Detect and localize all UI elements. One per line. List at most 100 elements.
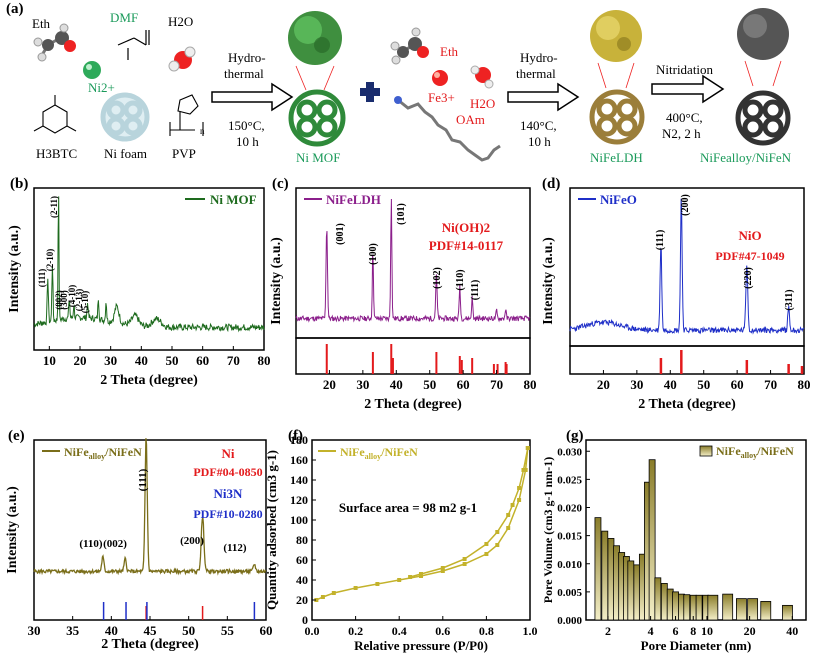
chart-c-xlabel: 2 Theta (degree) (364, 397, 462, 412)
chart-f-point (353, 586, 358, 590)
h3btc-label: H3BTC (36, 146, 78, 161)
chart-f-point (517, 498, 522, 502)
chart-d-peak-label: (111) (655, 230, 666, 251)
arrow2-b2-label: 10 h (528, 134, 551, 149)
chart-e-peak-label: (111) (137, 468, 149, 491)
panel-label-a: (a) (6, 1, 24, 17)
chart-c-peak-label: (101) (396, 203, 407, 225)
chart-d-peak-label: (200) (680, 194, 691, 216)
ethanol-molecule-2-icon (390, 27, 429, 65)
product-crystal-icon (735, 90, 791, 146)
chart-f-point (495, 530, 500, 534)
ni-mof-label: Ni MOF (296, 150, 341, 165)
chart-g-bar (607, 538, 615, 621)
chart-f-ytick-label: 100 (290, 513, 308, 527)
chart-f-xtick-label: 0.8 (479, 624, 494, 638)
chart-f-point (462, 562, 467, 566)
chart-c-xtick-label: 70 (490, 377, 503, 392)
chart-g-ylabel: Pore Volume (cm3 g-1 nm-1) (541, 457, 555, 603)
chart-b-xtick-label: 20 (74, 353, 87, 368)
chart-g-bar (633, 564, 641, 621)
chart-e-ref2: Ni3N (214, 486, 244, 501)
chart-c-xtick-label: 20 (323, 377, 336, 392)
chart-f-ytick-label: 120 (290, 493, 308, 507)
chart-b-peak-label: (4-10) (67, 285, 77, 308)
panel-label-b: (b) (10, 176, 28, 192)
chart-c-peak-label: (111) (470, 280, 481, 301)
dmf-label: DMF (110, 10, 139, 25)
arrow1-b2-label: 10 h (236, 134, 259, 149)
oam-label: OAm (456, 112, 485, 127)
chart-g-bar (747, 598, 759, 621)
chart-c-xtick-label: 40 (390, 377, 403, 392)
chart-b-xtick-label: 70 (227, 353, 240, 368)
chart-c-xtick-label: 50 (423, 377, 436, 392)
h2o2-label: H2O (470, 96, 496, 111)
h2o-label: H2O (168, 14, 194, 29)
chart-e-xtick-label: 45 (144, 623, 158, 638)
chart-b-xtick-label: 40 (135, 353, 148, 368)
chart-c-ylabel: Intensity (a.u.) (269, 237, 284, 325)
chart-g-ytick-label: 0.025 (557, 474, 582, 486)
chart-b-legend-label: Ni MOF (210, 192, 257, 207)
oleylamine-chain-icon (397, 98, 501, 162)
chart-f-point (397, 578, 402, 582)
chart-e-ref1: Ni (222, 446, 235, 461)
chart-c-frame (295, 187, 531, 339)
chart-d-xlabel: 2 Theta (degree) (638, 397, 736, 412)
plus-icon (360, 82, 380, 102)
chart-e-pdf2: PDF#10-0280 (193, 507, 262, 521)
arrow-1-icon (211, 82, 294, 112)
chart-b-xtick-label: 50 (166, 353, 179, 368)
pvp-label: PVP (172, 146, 196, 161)
nifeldh-sphere-icon (590, 10, 642, 62)
chart-g-bar (654, 577, 662, 621)
chart-d-peak-label: (220) (743, 267, 754, 289)
chart-e-series-line (33, 438, 267, 576)
arrow1-b1-label: 150°C, (228, 118, 265, 133)
chart-e-xtick-label: 55 (221, 623, 235, 638)
ni-mof-crystal-icon (288, 89, 346, 147)
chart-d-xtick-label: 30 (630, 377, 643, 392)
chart-b-xtick-label: 30 (104, 353, 117, 368)
chart-b-xtick-label: 10 (43, 353, 56, 368)
chart-c-ref-frame (295, 337, 531, 375)
chart-f-ytick-label: 0 (302, 613, 308, 627)
panel-label-e: (e) (8, 428, 25, 444)
chart-f-ytick-label: 20 (296, 593, 308, 607)
chart-d-xtick-label: 80 (798, 377, 811, 392)
chart-c-xtick-label: 80 (524, 377, 537, 392)
chart-b-peak-label: (111) (37, 269, 47, 288)
chart-f-ytick-label: 180 (290, 433, 308, 447)
chart-f-xtick-label: 0.4 (392, 624, 407, 638)
chart-g-bar (760, 601, 772, 621)
arrow1-mid-label: thermal (224, 66, 264, 81)
chart-d-ylabel: Intensity (a.u.) (541, 237, 556, 325)
chart-b-xtick-label: 80 (258, 353, 271, 368)
arrow2-top-label: Hydro- (520, 50, 558, 65)
chart-f-frame (311, 439, 531, 621)
product-sphere-icon (737, 8, 789, 60)
chart-e-peak-label: (002) (103, 538, 127, 550)
chart-f-point (506, 513, 511, 517)
chart-f-point (419, 572, 423, 576)
chart-b-peak-label: (300) (59, 290, 69, 310)
chart-g-xtick-label: 6 (673, 624, 679, 638)
arrow3-top-label: Nitridation (656, 62, 714, 77)
panel-label-f: (f) (288, 428, 303, 444)
chart-d-xtick-label: 40 (664, 377, 677, 392)
chart-f-point (440, 569, 445, 573)
chart-f-ytick-label: 60 (296, 553, 308, 567)
chart-g-xtick-label: 4 (648, 624, 654, 638)
chart-f-point (484, 552, 489, 556)
chart-f-point (523, 468, 528, 472)
chart-f-point (462, 557, 467, 561)
panel-label-d: (d) (542, 176, 560, 192)
chart-g-ytick-label: 0.030 (557, 446, 582, 458)
chart-f-point (331, 591, 336, 595)
chart-g-bar (594, 517, 602, 621)
chart-f-xtick-label: 0.2 (348, 624, 363, 638)
chart-f-point (314, 598, 319, 602)
chart-c-peak-label: (102) (432, 267, 443, 289)
chart-c-series-line (295, 198, 531, 323)
